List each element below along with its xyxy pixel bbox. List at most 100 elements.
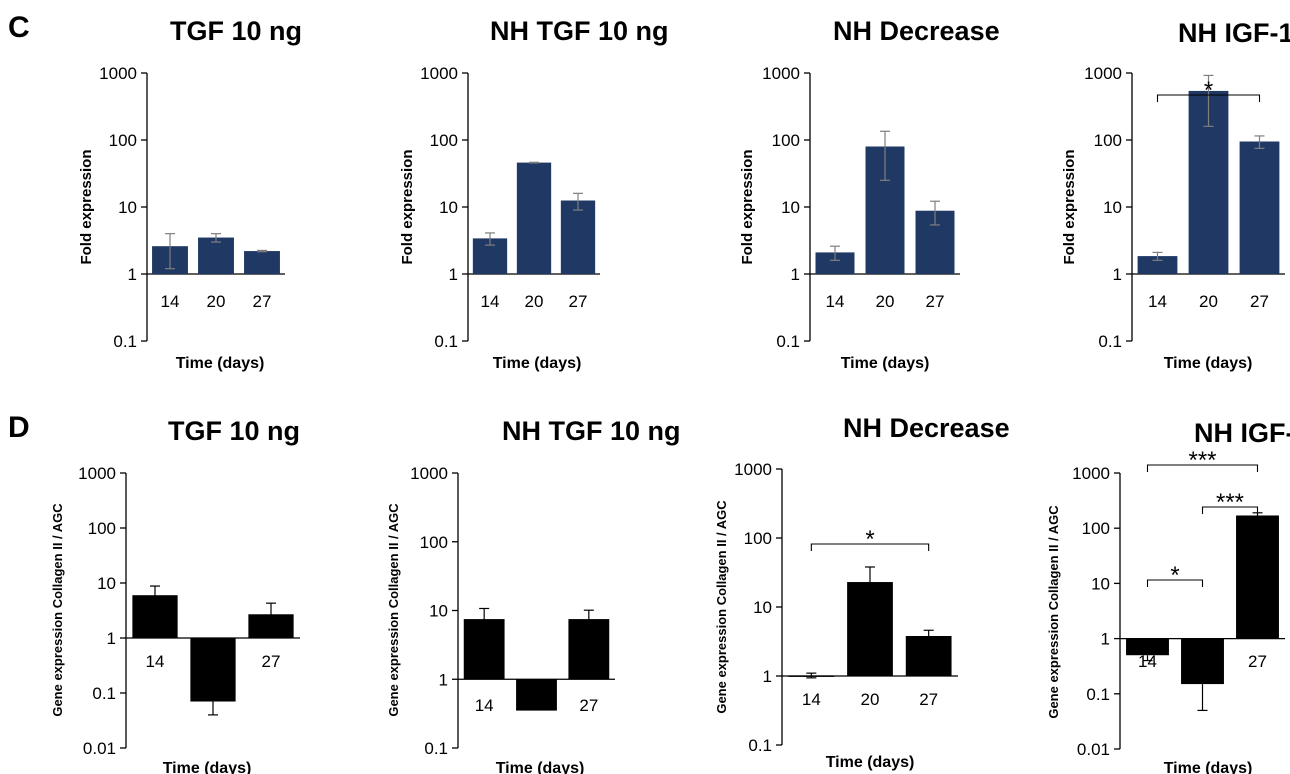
category-label: 20 xyxy=(861,690,880,709)
y-tick-label: 0.01 xyxy=(1077,740,1110,759)
bar-2 xyxy=(198,237,234,274)
y-tick-label: 1 xyxy=(1113,265,1122,284)
y-axis-label: Fold expression xyxy=(739,149,756,264)
bar-1 xyxy=(815,252,855,274)
y-tick-label: 100 xyxy=(1094,131,1122,150)
significance-bracket xyxy=(1146,579,1204,587)
y-tick-label: 1000 xyxy=(734,460,772,479)
charts: TGF 10 ng 0.1 1 10 100 1000 14 20 27 Time (days) F… xyxy=(50,16,1290,774)
y-tick-label: 100 xyxy=(744,529,772,548)
y-tick-label: 0.1 xyxy=(1098,332,1122,351)
bar-1 xyxy=(1126,638,1169,656)
category-label: 27 xyxy=(579,696,598,715)
panel-letter-d: D xyxy=(8,411,30,444)
significance-bracket xyxy=(1146,464,1259,472)
y-tick-label: 10 xyxy=(118,198,137,217)
y-tick-label: 100 xyxy=(420,533,448,552)
y-tick-label: 1 xyxy=(107,629,116,648)
y-axis-label: Gene expression Collagen II / AGC xyxy=(50,503,65,717)
chart-title: TGF 10 ng xyxy=(170,16,302,46)
category-label: 14 xyxy=(802,690,821,709)
category-label: 27 xyxy=(253,292,272,311)
panel-letter-c: C xyxy=(8,11,30,44)
y-tick-label: 1000 xyxy=(1084,64,1122,83)
significance-label: * xyxy=(865,526,874,553)
chart-8: NH IGF-1 0.01 0.1 1 10 100 1000 14 27 Time (days)… xyxy=(1046,418,1290,774)
bar-1 xyxy=(1137,256,1178,274)
chart-title: NH TGF 10 ng xyxy=(490,16,669,46)
category-label: 27 xyxy=(1248,652,1267,671)
chart-title: NH Decrease xyxy=(833,16,1000,46)
bar-2 xyxy=(516,162,552,274)
y-axis-label: Gene expression Collagen II / AGC xyxy=(386,503,401,717)
y-tick-label: 10 xyxy=(781,198,800,217)
category-label: 20 xyxy=(207,292,226,311)
chart-title: TGF 10 ng xyxy=(168,416,300,446)
category-label: 14 xyxy=(1138,652,1157,671)
bar-2 xyxy=(516,679,557,711)
y-tick-label: 0.1 xyxy=(424,739,448,758)
chart-title: NH Decrease xyxy=(843,413,1010,443)
x-axis-label: Time (days) xyxy=(1164,760,1253,774)
y-tick-label: 1 xyxy=(449,265,458,284)
chart-2: NH TGF 10 ng 0.1 1 10 100 1000 14 20 27 Time (day… xyxy=(399,16,669,372)
bar-2 xyxy=(190,638,236,702)
significance-label: *** xyxy=(1216,489,1244,516)
category-label: 14 xyxy=(481,292,500,311)
y-tick-label: 1000 xyxy=(1072,464,1110,483)
y-tick-label: 0.1 xyxy=(113,332,137,351)
chart-4: NH IGF-1 0.1 1 10 100 1000 14 20 27 Time (days) Fo… xyxy=(1061,18,1290,372)
category-label: 27 xyxy=(262,652,281,671)
significance-label: *** xyxy=(1188,447,1216,474)
bar-3 xyxy=(560,200,596,274)
y-tick-label: 100 xyxy=(109,131,137,150)
y-tick-label: 1000 xyxy=(99,64,137,83)
y-axis-label: Fold expression xyxy=(1061,149,1078,264)
bar-3 xyxy=(244,251,280,274)
bar-3 xyxy=(1239,141,1280,274)
category-label: 14 xyxy=(146,652,165,671)
y-tick-label: 1 xyxy=(763,667,772,686)
x-axis-label: Time (days) xyxy=(493,355,582,372)
x-axis-label: Time (days) xyxy=(826,754,915,771)
chart-7: NH Decrease 0.1 1 10 100 1000 14 20 27 Time (days… xyxy=(714,413,1010,771)
y-tick-label: 0.1 xyxy=(776,332,800,351)
category-label: 14 xyxy=(826,292,845,311)
y-tick-label: 100 xyxy=(772,131,800,150)
chart-6: NH TGF 10 ng 0.1 1 10 100 1000 14 27 Time (days)… xyxy=(386,416,681,774)
category-label: 20 xyxy=(525,292,544,311)
category-label: 27 xyxy=(919,690,938,709)
chart-title: NH IGF-1 xyxy=(1194,418,1290,448)
chart-5: TGF 10 ng 0.01 0.1 1 10 100 1000 14 27 Time (days… xyxy=(50,416,300,774)
y-tick-label: 1 xyxy=(791,265,800,284)
y-tick-label: 1000 xyxy=(410,464,448,483)
chart-1: TGF 10 ng 0.1 1 10 100 1000 14 20 27 Time (days) F… xyxy=(78,16,302,372)
x-axis-label: Time (days) xyxy=(176,355,265,372)
y-tick-label: 0.1 xyxy=(1086,685,1110,704)
category-label: 14 xyxy=(475,696,494,715)
x-axis-label: Time (days) xyxy=(496,760,585,774)
significance-bracket xyxy=(1156,94,1261,102)
category-label: 14 xyxy=(1148,292,1167,311)
y-tick-label: 100 xyxy=(430,131,458,150)
y-axis-label: Fold expression xyxy=(399,149,416,264)
y-tick-label: 10 xyxy=(97,574,116,593)
y-tick-label: 1000 xyxy=(762,64,800,83)
significance-bracket xyxy=(810,543,930,551)
y-tick-label: 100 xyxy=(1082,519,1110,538)
chart-title: NH TGF 10 ng xyxy=(502,416,681,446)
significance-label: * xyxy=(1170,562,1179,589)
y-tick-label: 100 xyxy=(88,519,116,538)
y-tick-label: 10 xyxy=(1103,198,1122,217)
y-axis-label: Gene expression Collagen II / AGC xyxy=(714,500,729,714)
y-tick-label: 1 xyxy=(128,265,137,284)
x-axis-label: Time (days) xyxy=(841,355,930,372)
y-tick-label: 10 xyxy=(1091,574,1110,593)
y-tick-label: 1 xyxy=(1101,630,1110,649)
significance-bracket xyxy=(1201,506,1259,514)
y-tick-label: 1000 xyxy=(78,464,116,483)
x-axis-label: Time (days) xyxy=(163,760,252,774)
y-tick-label: 10 xyxy=(429,602,448,621)
category-label: 27 xyxy=(926,292,945,311)
